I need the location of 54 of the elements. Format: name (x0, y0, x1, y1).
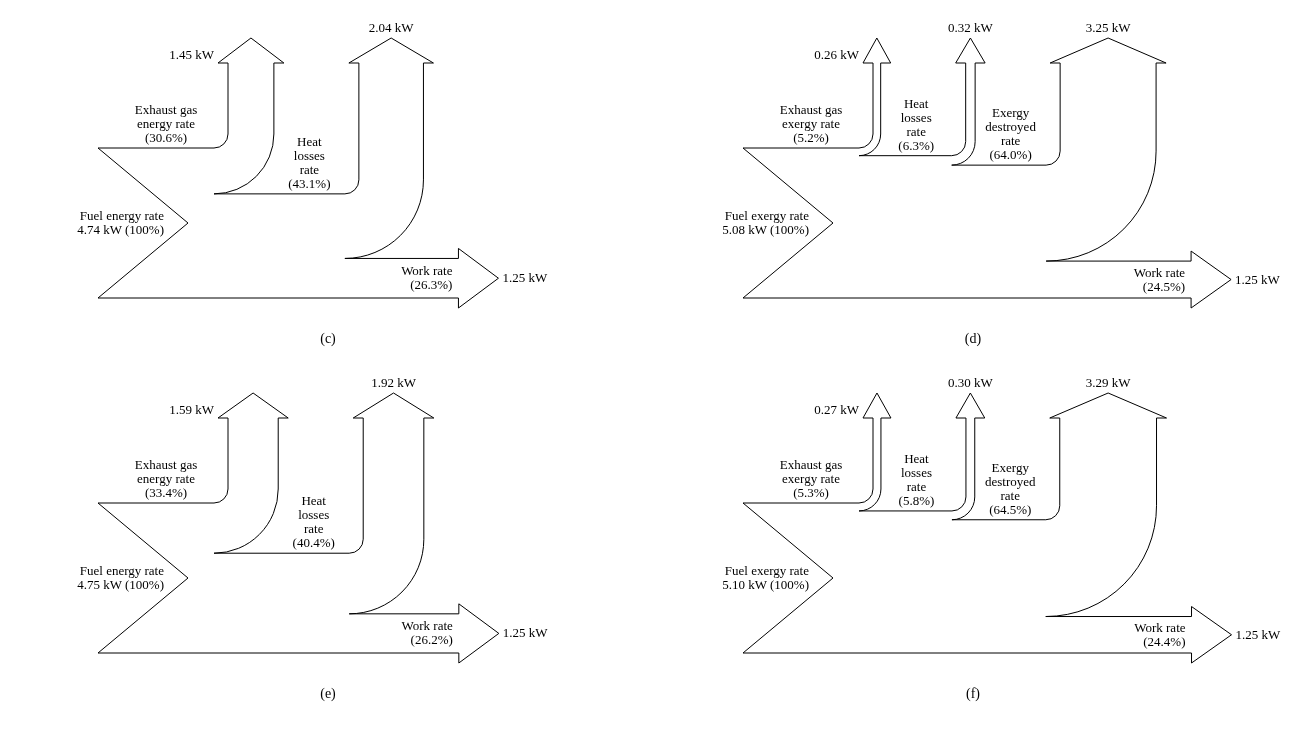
data-label: 0.26 kW (814, 47, 860, 62)
data-label: 0.30 kW (947, 375, 994, 390)
text: (26.2%) (410, 632, 453, 648)
data-label: 4.74 kW (100%) (77, 222, 164, 237)
category-label: Fuel energy rate (79, 563, 165, 578)
text: (30.6%) (144, 130, 188, 145)
text: (64.5%) (989, 501, 1032, 517)
text: (5.3%) (793, 485, 829, 500)
text: (f) (966, 686, 981, 702)
data-label: 1.25 kW (502, 270, 548, 286)
text: (24.4%) (1143, 633, 1186, 649)
data-label: 5.10 kW (100%) (722, 577, 809, 592)
data-label: 1.92 kW (371, 375, 417, 390)
text: (24.5%) (1142, 278, 1186, 294)
category-label: Fuel exergy rate (724, 208, 810, 223)
text: (e) (320, 686, 337, 702)
category-label: Work rate (1133, 264, 1186, 280)
text: (26.3%) (410, 277, 453, 293)
data-label: 0.32 kW (948, 20, 994, 35)
data-label: 1.45 kW (169, 47, 215, 62)
text: (5.2%) (793, 130, 829, 145)
text: (64.0%) (989, 147, 1032, 163)
category-label: Fuel exergy rate (724, 563, 810, 578)
category-label: Work rate (401, 618, 454, 634)
text: (d) (964, 331, 982, 347)
category-label: Fuel energy rate (79, 208, 165, 223)
category-label: Exergy destroyed rate (984, 459, 1037, 503)
category-label: Exergy destroyed rate (985, 105, 1037, 149)
data-label: 2.04 kW (368, 20, 415, 35)
category-label: Exhaust gas energy rate (134, 457, 198, 486)
category-label: Exhaust gas exergy rate (779, 457, 843, 486)
category-label: Heat losses rate (900, 95, 932, 139)
data-label: 3.29 kW (1085, 375, 1132, 390)
data-label: 0.27 kW (814, 402, 860, 417)
text: (c) (320, 331, 337, 347)
data-label: 1.25 kW (1235, 626, 1282, 642)
text: (6.3%) (898, 137, 935, 153)
category-label: Heat losses rate (900, 450, 932, 494)
text: (40.4%) (292, 535, 335, 551)
category-label: Heat losses rate (298, 493, 330, 537)
text: (5.8%) (898, 492, 935, 508)
data-label: 4.75 kW (100%) (77, 577, 164, 592)
category-label: Exhaust gas exergy rate (779, 102, 843, 131)
data-label: 5.08 kW (100%) (722, 222, 809, 237)
data-label: 1.59 kW (169, 402, 215, 417)
category-label: Exhaust gas energy rate (134, 102, 198, 131)
text: (33.4%) (144, 485, 188, 500)
category-label: Heat losses rate (293, 133, 325, 177)
category-label: Work rate (1134, 619, 1186, 635)
data-label: 1.25 kW (502, 625, 549, 641)
category-label: Work rate (401, 263, 453, 279)
data-label: 1.25 kW (1235, 271, 1281, 287)
data-label: 3.25 kW (1085, 20, 1132, 35)
text: (43.1%) (288, 175, 331, 191)
